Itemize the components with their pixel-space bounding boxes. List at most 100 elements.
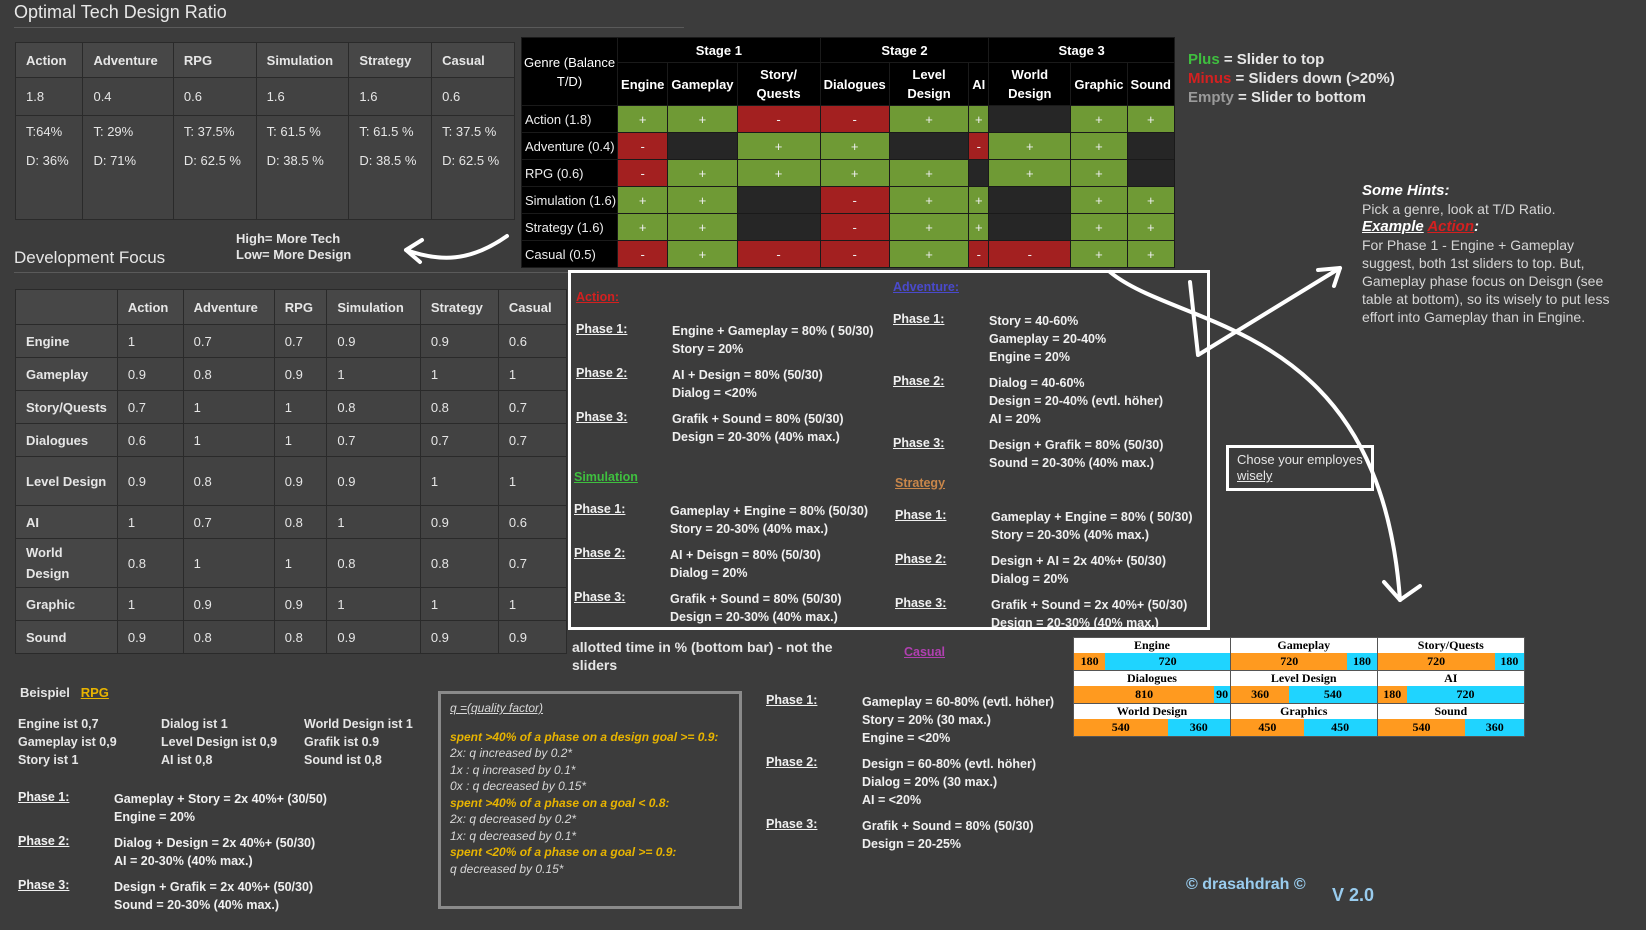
focus-value: 1 bbox=[419, 587, 499, 621]
phase-line: Engine = 20% bbox=[989, 350, 1070, 364]
dev-focus-table: Action Adventure RPG Simulation Strategy Casu… bbox=[15, 289, 568, 654]
grid-row: Action (1.8) + + - - + + + + bbox=[520, 105, 1176, 133]
focus-value: 1 bbox=[497, 456, 568, 506]
focus-value: 0.7 bbox=[326, 423, 421, 457]
grid-row: Adventure (0.4) - + + - + + bbox=[520, 132, 1176, 160]
legend-item: Empty = Slider to bottom bbox=[1188, 88, 1395, 107]
td-split-cell: T: 61.5 % D: 38.5 % bbox=[348, 115, 433, 220]
dev-focus-title: Development Focus bbox=[14, 248, 166, 267]
grid-row: Casual (0.5) - + - - + - - + + bbox=[520, 240, 1176, 268]
slider-top-cell: + bbox=[888, 186, 970, 214]
phase-label: Phase 3: bbox=[895, 596, 947, 610]
slider-down-cell: - bbox=[736, 105, 821, 133]
phase-line: Design = 20-30% (40% max.) bbox=[991, 616, 1159, 630]
phase-line: Gameplay + Story = 2x 40%+ (30/50) bbox=[114, 792, 327, 806]
slider-down-cell: - bbox=[968, 240, 990, 268]
phase-row: Phase 3: Grafik + Sound = 80% (50/30) Desi… bbox=[574, 590, 894, 626]
phase-line: Design = 20-30% (40% max.) bbox=[672, 430, 840, 444]
quality-line: 1x: q decreased by 0.1* bbox=[450, 828, 577, 843]
td-hint-high: High= More Tech bbox=[236, 231, 341, 246]
quality-line: spent >40% of a phase on a design goal >… bbox=[450, 729, 719, 744]
focus-value: 1 bbox=[326, 505, 421, 539]
phase-label: Phase 2: bbox=[895, 552, 947, 566]
focus-value: 0.9 bbox=[419, 324, 499, 358]
focus-value: 0.8 bbox=[182, 620, 275, 654]
focus-value: 0.8 bbox=[273, 505, 328, 539]
example-fact: AI ist 0,8 bbox=[161, 753, 213, 767]
slider-top-cell: + bbox=[888, 213, 970, 241]
slider-top-cell: + bbox=[819, 132, 890, 160]
focus-row: Dialogues 0.6 1 1 0.7 0.7 0.7 bbox=[15, 423, 568, 457]
phase-line: Design + AI = 2x 40%+ (50/30) bbox=[991, 554, 1166, 568]
tech-percent: T: 29% bbox=[93, 124, 134, 140]
strategy-action: Action: Phase 1: Engine + Gameplay = 80% (… bbox=[576, 290, 896, 454]
quality-line: spent >40% of a phase on a goal < 0.8: bbox=[450, 795, 670, 810]
grid-row: Simulation (1.6) + + - + + + + bbox=[520, 186, 1176, 214]
td-split-cell: T:64% D: 36% bbox=[14, 115, 84, 220]
genre-header: Genre (Balance T/D) bbox=[520, 37, 619, 106]
slider-bottom-cell bbox=[988, 105, 1072, 133]
phase-value: Grafik + Sound = 80% (50/30) Design = 20-… bbox=[670, 590, 842, 626]
phase-line: Grafik + Sound = 80% (50/30) bbox=[862, 819, 1034, 833]
phase-line: Grafik + Sound = 80% (50/30) bbox=[672, 412, 844, 426]
grid-column-header: Engine bbox=[617, 62, 669, 106]
focus-value: 1 bbox=[116, 587, 184, 621]
focus-row-label: World Design bbox=[15, 538, 118, 588]
slider-top-cell: + bbox=[1070, 186, 1128, 214]
strategy-title: Simulation bbox=[574, 470, 638, 484]
phase-line: Dialog = 20% (30 max.) bbox=[862, 775, 998, 789]
td-hint-low: Low= More Design bbox=[236, 247, 352, 262]
phase-row: Phase 1: Gameplay + Engine = 80% (50/30) S… bbox=[574, 502, 894, 538]
phase-value: Gameplay + Story = 2x 40%+ (30/50) Engine… bbox=[114, 790, 327, 826]
phase-value: Gameplay + Engine = 80% ( 50/30) Story = … bbox=[991, 508, 1192, 544]
focus-value: 0.9 bbox=[273, 587, 328, 621]
legend-key: Minus bbox=[1188, 70, 1232, 87]
phase-line: Design = 20-30% (40% max.) bbox=[670, 610, 838, 624]
phase-value: Design = 60-80% (evtl. höher) Dialog = 20… bbox=[862, 755, 1036, 809]
focus-row-label: Gameplay bbox=[15, 357, 118, 391]
focus-value: 1 bbox=[273, 423, 328, 457]
phase-line: Story = 40-60% bbox=[989, 314, 1079, 328]
strategy-box bbox=[568, 270, 1210, 630]
phase-line: Sound = 20-30% (40% max.) bbox=[114, 898, 279, 912]
phase-line: Gameplay + Engine = 80% (50/30) bbox=[670, 504, 869, 518]
time-allocation-table: Engine 180 720 Gameplay 720 180 Story/Quests 72… bbox=[1073, 637, 1526, 737]
phase-line: Gameplay = 20-40% bbox=[989, 332, 1107, 346]
allotted-note: allotted time in % (bottom bar) - not th… bbox=[572, 639, 833, 673]
focus-row-label: Sound bbox=[15, 620, 118, 654]
phase-line: Design + Grafik = 2x 40%+ (50/30) bbox=[114, 880, 314, 894]
stage-header: Stage 1 bbox=[617, 37, 821, 63]
alloc-tech-share: 360 bbox=[1167, 719, 1230, 736]
hints-body: For Phase 1 - Engine + Gameplay suggest,… bbox=[1362, 237, 1610, 325]
slider-top-cell: + bbox=[888, 240, 970, 268]
alloc-cell: World Design 540 360 bbox=[1073, 703, 1231, 737]
alloc-name: Sound bbox=[1377, 704, 1524, 719]
phase-line: AI = 20% bbox=[989, 412, 1041, 426]
phase-line: AI + Design = 80% (50/30) bbox=[672, 368, 823, 382]
alloc-bar: 810 90 bbox=[1074, 686, 1230, 703]
slider-bottom-cell bbox=[667, 132, 738, 160]
focus-value: 0.6 bbox=[116, 423, 184, 457]
strategy-adventure: Adventure: Phase 1: Story = 40-60% Gameplay… bbox=[893, 280, 1213, 480]
phase-line: Sound = 20-30% (40% max.) bbox=[989, 456, 1154, 470]
alloc-name: Story/Quests bbox=[1377, 638, 1524, 653]
grid-column-header: Gameplay bbox=[667, 62, 738, 106]
focus-value: 1 bbox=[273, 390, 328, 424]
alloc-cell: Gameplay 720 180 bbox=[1229, 637, 1378, 671]
example-fact: Gameplay ist 0,9 bbox=[18, 735, 117, 749]
focus-value: 0.8 bbox=[419, 538, 499, 588]
phase-row: Phase 1: Gameplay + Story = 2x 40%+ (30/5… bbox=[18, 790, 408, 826]
grid-genre-label: RPG (0.6) bbox=[520, 159, 619, 187]
slider-down-cell: - bbox=[988, 240, 1072, 268]
td-ratio-table: Action Adventure RPG Simulation Strategy Casu… bbox=[14, 42, 515, 220]
example-fact: World Design ist 1 bbox=[304, 717, 413, 731]
phase-line: Grafik + Sound = 2x 40%+ (50/30) bbox=[991, 598, 1188, 612]
phase-row: Phase 3: Design + Grafik = 2x 40%+ (50/30… bbox=[18, 878, 408, 914]
phase-value: Design + AI = 2x 40%+ (50/30) Dialog = 20… bbox=[991, 552, 1166, 588]
focus-value: 0.9 bbox=[419, 620, 499, 654]
focus-row-label: Graphic bbox=[15, 587, 118, 621]
td-column-header: Casual bbox=[431, 42, 515, 78]
phase-value: Gameplay + Engine = 80% (50/30) Story = 2… bbox=[670, 502, 868, 538]
genre-slider-grid: Genre (Balance T/D) Stage 1 Stage 2 Stag… bbox=[520, 37, 1176, 268]
alloc-row: Engine 180 720 Gameplay 720 180 Story/Quests 72… bbox=[1073, 637, 1526, 671]
